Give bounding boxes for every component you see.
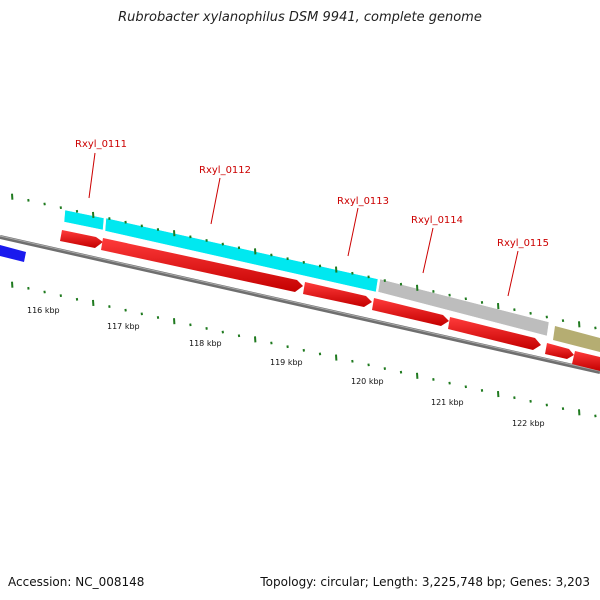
blue-feature[interactable]: [0, 245, 26, 262]
gene-label-rxyl-0113[interactable]: Rxyl_0113: [337, 196, 389, 207]
kbp-label-120: 120 kbp: [351, 377, 384, 386]
cds-arrow-rxyl-0113[interactable]: [303, 282, 372, 307]
cds-arrow-rxyl-0114[interactable]: [372, 298, 449, 326]
kbp-label-119: 119 kbp: [270, 358, 303, 367]
kbp-label-122: 122 kbp: [512, 419, 545, 428]
cds-arrow-next-2[interactable]: [572, 351, 600, 371]
upper-tick-track: [11, 193, 597, 330]
kbp-label-116: 116 kbp: [27, 306, 60, 315]
kbp-label-117: 117 kbp: [107, 322, 140, 331]
genome-backbone: [0, 235, 600, 374]
gene-label-rxyl-0112[interactable]: Rxyl_0112: [199, 165, 251, 176]
feature-next-olive[interactable]: [553, 326, 600, 352]
kbp-label-118: 118 kbp: [189, 339, 222, 348]
lower-tick-track: [11, 281, 597, 418]
gene-label-rxyl-0111[interactable]: Rxyl_0111: [75, 139, 127, 150]
feature-rxyl-0114-0115-grey[interactable]: [377, 278, 550, 337]
genome-summary: Topology: circular; Length: 3,225,748 bp…: [260, 575, 590, 589]
feature-rxyl-0111-cyan[interactable]: [63, 209, 105, 231]
gene-label-rxyl-0115[interactable]: Rxyl_0115: [497, 238, 549, 249]
cds-arrow-rxyl-0111[interactable]: [60, 230, 103, 248]
kbp-label-121: 121 kbp: [431, 398, 464, 407]
accession-label: Accession: NC_008148: [8, 575, 145, 589]
map-title: Rubrobacter xylanophilus DSM 9941, compl…: [118, 10, 482, 25]
gene-label-rxyl-0114[interactable]: Rxyl_0114: [411, 215, 463, 226]
gene-labels: Rxyl_0111 Rxyl_0112 Rxyl_0113 Rxyl_0114 …: [75, 139, 549, 297]
kbp-labels: 116 kbp 117 kbp 118 kbp 119 kbp 120 kbp …: [27, 306, 545, 428]
cds-arrow-rxyl-0112[interactable]: [101, 238, 303, 292]
cds-arrow-rxyl-0115[interactable]: [448, 317, 541, 350]
cds-arrow-next-1[interactable]: [545, 343, 574, 359]
